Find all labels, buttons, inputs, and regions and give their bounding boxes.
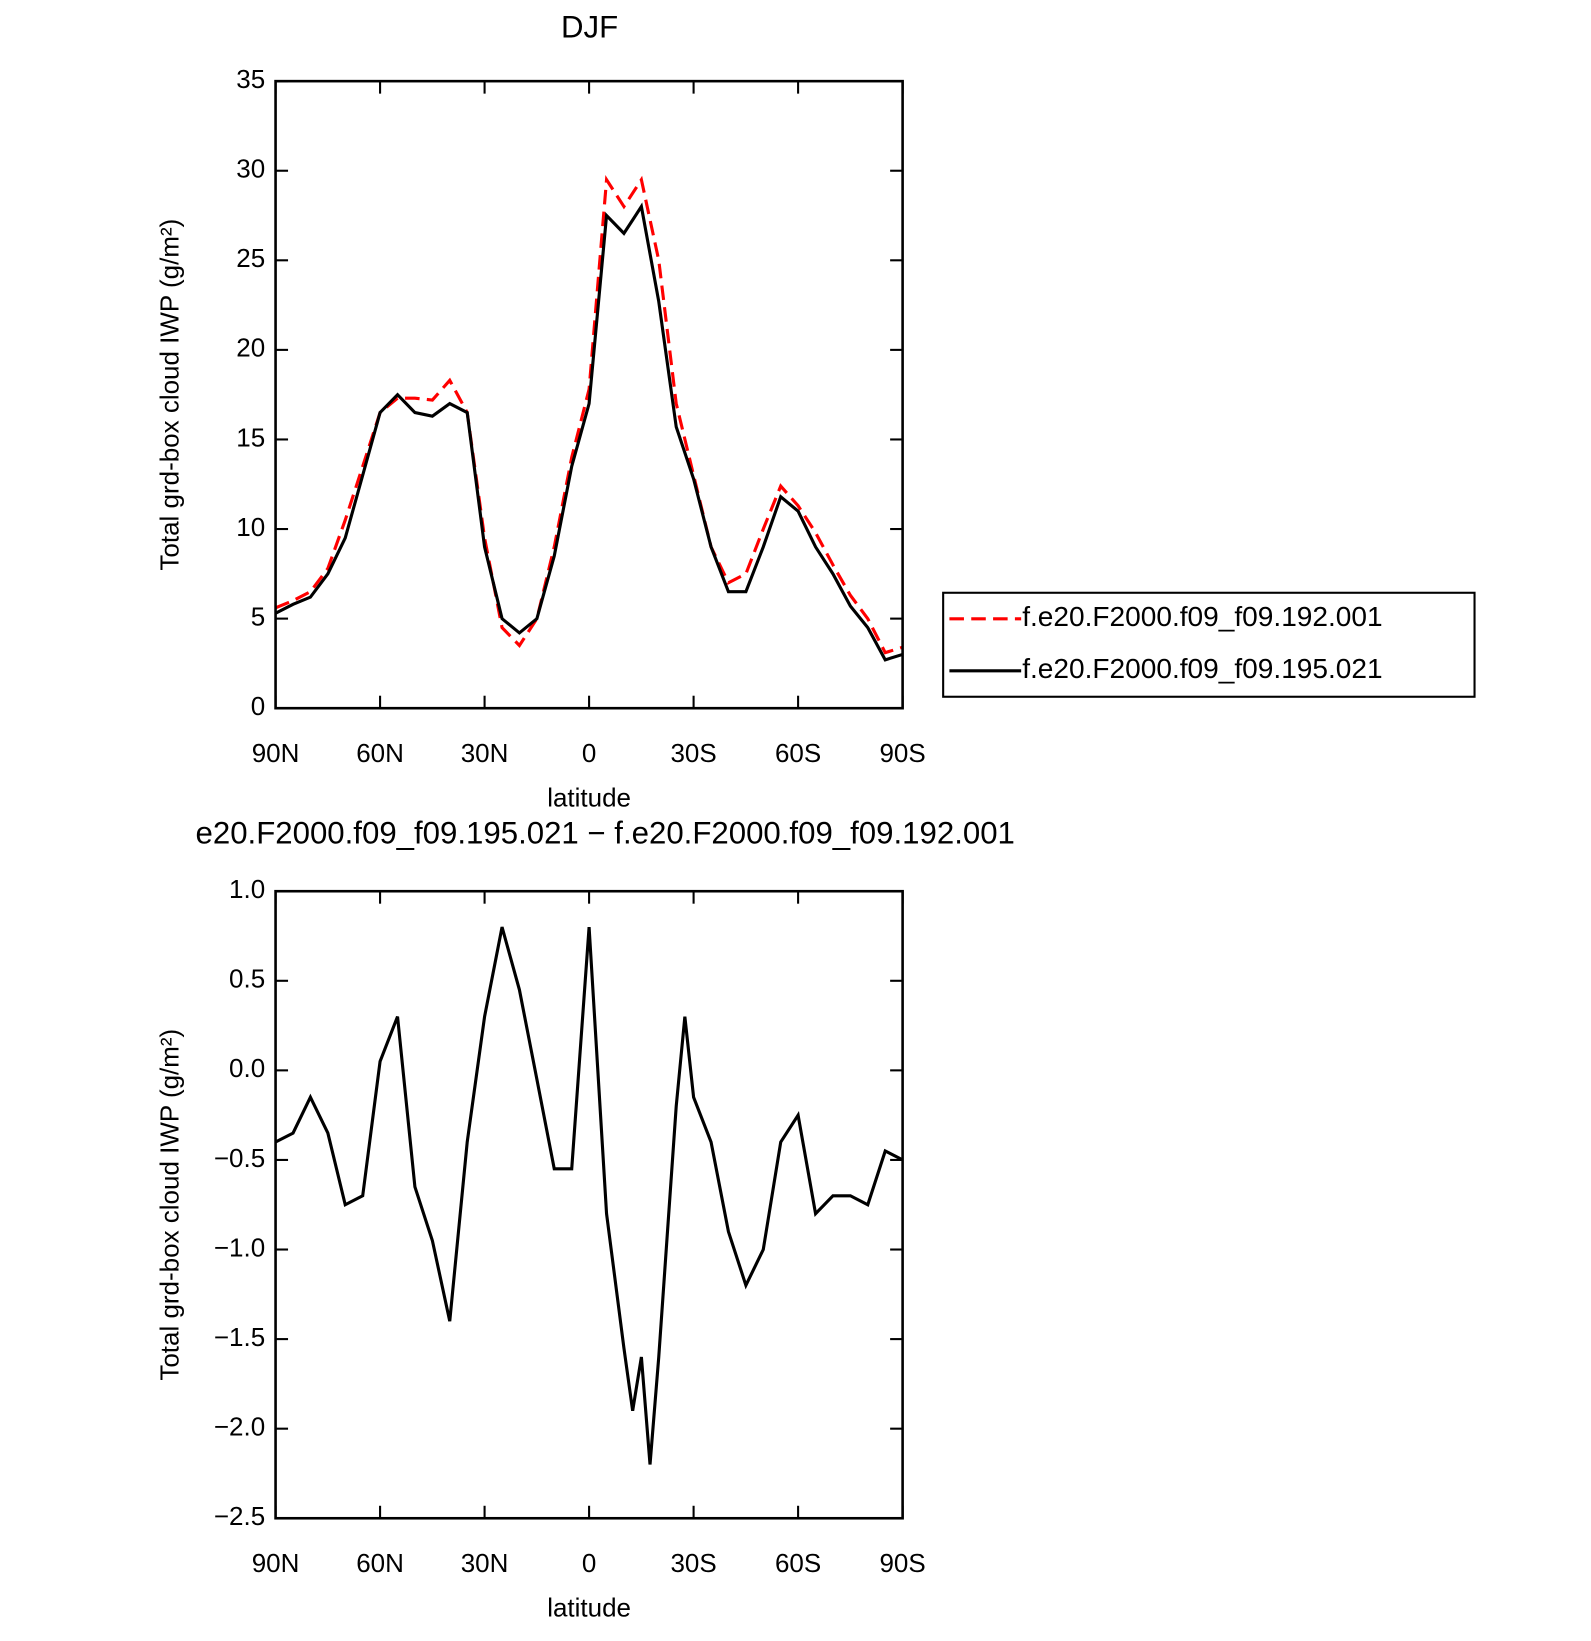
x-tick-label: 60N [356, 738, 404, 768]
x-tick-label: 90N [252, 738, 300, 768]
x-tick-label: 30N [461, 738, 509, 768]
y-tick-label: 25 [236, 243, 265, 273]
y-tick-label: −2.5 [214, 1501, 265, 1531]
y-tick-label: 10 [236, 512, 265, 542]
data-line [274, 926, 904, 1465]
y-tick-label: 1.0 [229, 874, 265, 904]
data-line [274, 175, 904, 655]
x-tick-label: 30N [461, 1548, 509, 1578]
y-tick-label: 0.5 [229, 964, 265, 994]
x-tick-label: 60S [775, 1548, 821, 1578]
y-tick-label: −0.5 [214, 1143, 265, 1173]
x-tick-label: 60S [775, 738, 821, 768]
y-tick-label: −1.0 [214, 1232, 265, 1262]
y-axis-label: Total grd-box cloud IWP (g/m²) [154, 219, 184, 571]
x-axis-label: latitude [547, 1593, 631, 1623]
legend-label: f.e20.F2000.f09_f09.195.021 [1022, 653, 1382, 684]
x-axis-label: latitude [547, 783, 631, 813]
y-tick-label: 15 [236, 422, 265, 452]
legend-label: f.e20.F2000.f09_f09.192.001 [1022, 601, 1382, 632]
x-tick-label: 30S [670, 738, 716, 768]
x-tick-label: 90N [252, 1548, 300, 1578]
x-tick-label: 0 [582, 1548, 596, 1578]
y-tick-label: −1.5 [214, 1322, 265, 1352]
legend-box [942, 591, 1476, 698]
data-line [274, 202, 904, 662]
y-axis-label: Total grd-box cloud IWP (g/m²) [154, 1029, 184, 1381]
x-tick-label: 90S [879, 1548, 925, 1578]
x-tick-label: 90S [879, 738, 925, 768]
y-tick-label: 5 [251, 601, 265, 631]
y-tick-label: 0.0 [229, 1053, 265, 1083]
x-tick-label: 60N [356, 1548, 404, 1578]
y-tick-label: 20 [236, 333, 265, 363]
x-tick-label: 30S [670, 1548, 716, 1578]
chart-title: DJF [561, 9, 618, 44]
y-tick-label: 0 [251, 691, 265, 721]
plot-frame [274, 79, 904, 710]
plot-frame [274, 889, 904, 1520]
y-tick-label: −2.0 [214, 1412, 265, 1442]
y-tick-label: 35 [236, 64, 265, 94]
chart-title: e20.F2000.f09_f09.195.021 − f.e20.F2000.… [196, 815, 1015, 850]
y-tick-label: 30 [236, 154, 265, 184]
x-tick-label: 0 [582, 738, 596, 768]
